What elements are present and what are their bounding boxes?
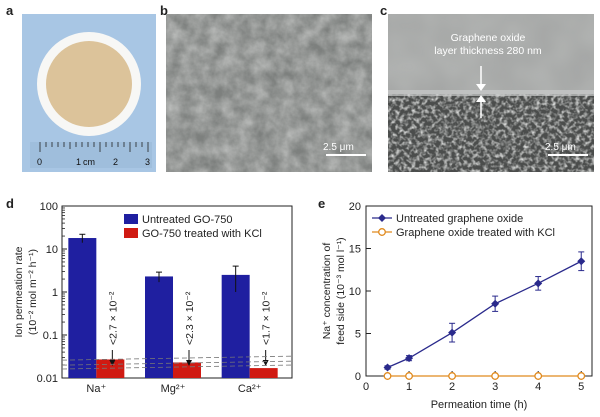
data-point-untreated-3 [491,299,500,308]
panel-label-d: d [6,196,14,211]
x-tick-label-e: 2 [449,381,455,393]
y-axis-label-e: Na⁺ concentration of [321,243,333,340]
graphene-oxide-membrane [46,41,132,127]
bar-treated-1 [173,362,201,378]
legend-label-d-1: GO-750 treated with KCl [142,228,262,240]
bar-upper-bound-label-1: <2.3 × 10⁻² [184,291,196,345]
scale-bar-label-c: 2.5 μm [545,142,576,153]
legend-label-e-0: Untreated graphene oxide [396,213,523,225]
graphene-oxide-layer [388,90,594,96]
y-tick-label-e: 0 [355,371,361,383]
data-point-treated-4 [534,372,543,380]
x-tick-label-d-1: Mg²⁺ [161,383,186,395]
scale-bar-c [548,154,588,156]
bar-treated-0 [96,359,125,378]
data-point-untreated-2 [448,328,457,337]
ruler-tick-1: 1 [76,157,81,167]
panel-label-c: c [380,3,388,18]
layer-annotation-line1: Graphene oxide [451,32,526,44]
y-tick-label-d: 100 [40,201,58,213]
na-concentration-line-chart: 0 5 10 15 20 0 1 2 3 4 5 Permeation time (h) Na⁺ con… [321,201,593,411]
x-tick-label-e: 1 [406,381,412,393]
panel-label-e: e [318,196,326,211]
sem-surface-image: 2.5 μm [166,14,372,172]
data-point-treated-5 [577,372,586,380]
bar-untreated-0 [68,238,97,378]
y-axis-label-d: Ion permeation rate [13,246,25,337]
sem-cross-section-image: Graphene oxide layer thickness 280 nm 2.… [388,14,594,172]
data-point-treated-2 [448,372,457,380]
panel-label-b: b [160,3,168,18]
scale-bar-b [326,154,366,156]
data-point-untreated-1 [405,354,414,363]
data-point-treated-0 [383,372,392,380]
y-tick-label-d: 0.1 [43,330,58,342]
upper-bound-arrowhead-1 [186,360,192,366]
data-point-untreated-5 [577,257,586,266]
bar-untreated-2 [221,274,250,378]
x-tick-label-e: 5 [578,381,584,393]
legend-label-e-1: Graphene oxide treated with KCl [396,227,555,239]
ruler-tick-cm: cm [83,157,95,167]
x-tick-label-e: 0 [363,381,369,393]
y-tick-label-e: 15 [349,244,361,256]
bar-upper-bound-label-0: <2.7 × 10⁻² [107,291,119,345]
y-axis-label-unit-d: (10⁻² mol m⁻² h⁻¹) [27,249,39,335]
y-tick-label-e: 20 [349,201,361,213]
y-tick-label-d: 10 [46,244,58,256]
legend-swatch-d-0 [124,214,138,224]
bar-untreated-1 [145,276,173,378]
legend-swatch-d-1 [124,228,138,238]
layer-annotation-line2: layer thickness 280 nm [434,45,542,57]
legend-label-d-0: Untreated GO-750 [142,214,233,226]
y-tick-label-d: 0.01 [37,373,58,385]
x-axis-label-e: Permeation time (h) [431,399,528,411]
ruler [30,142,152,168]
upper-bound-arrowhead-0 [109,360,116,366]
y-tick-label-e: 10 [349,286,361,298]
detection-limit-line-0 [61,355,293,361]
data-point-untreated-0 [383,363,392,372]
y-tick-label-d: 1 [52,287,58,299]
detection-limit-line-1 [61,360,293,366]
scale-bar-label-b: 2.5 μm [323,142,354,153]
ruler-tick-3: 3 [145,157,150,167]
bar-treated-2 [249,368,278,378]
ion-permeation-bar-chart: 0.01 0.1 1 10 100 Ion permeation rate (10⁻² mo… [13,201,293,395]
series-line-e-0 [387,260,582,369]
panel-label-a: a [6,3,14,18]
x-tick-label-d-2: Ca²⁺ [238,383,262,395]
ruler-tick-0: 0 [37,157,42,167]
data-point-treated-3 [491,372,500,380]
data-point-treated-1 [405,372,413,380]
legend-marker-e-1 [378,228,386,236]
x-tick-label-e: 3 [492,381,498,393]
bar-upper-bound-label-2: <1.7 × 10⁻² [261,291,273,345]
y-axis-label-unit-e: feed side (10⁻³ mol l⁻¹) [335,237,347,344]
membrane-photo: 0 1 cm 2 3 [22,14,156,172]
y-tick-label-e: 5 [355,329,361,341]
ruler-tick-2: 2 [113,157,118,167]
detection-limit-line-2 [61,364,293,370]
data-point-untreated-4 [534,279,543,288]
legend-marker-e-0 [378,214,386,222]
ruler-ticks [39,142,149,152]
x-tick-label-d-0: Na⁺ [86,383,106,395]
x-tick-label-e: 4 [535,381,541,393]
